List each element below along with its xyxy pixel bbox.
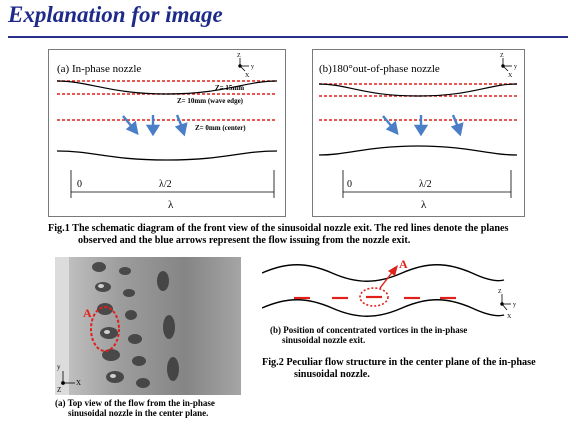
z0-label: Z= 0mm (center) — [195, 124, 246, 132]
out-of-phase-nozzle-diagram: (b)180°out-of-phase nozzle Z y X 0 λ/2 λ — [318, 53, 518, 211]
fig2a-caption-line1: (a) Top view of the flow from the in-pha… — [55, 398, 215, 408]
panel-b-label: (b)180°out-of-phase nozzle — [319, 63, 440, 75]
axis-x-label: X — [508, 73, 513, 79]
photo-axis-y: y — [57, 363, 61, 371]
marker-arrow-head — [388, 265, 398, 276]
nozzle-bottom-wave — [56, 150, 278, 161]
diagram-axis-z: Z — [498, 289, 502, 295]
nozzle-top-wave — [318, 83, 518, 97]
fig2b-caption-line1: (b) Position of concentrated vortices in… — [270, 325, 468, 335]
panel-a-label: (a) In-phase nozzle — [57, 63, 141, 75]
axis-z-label: Z — [237, 53, 241, 59]
diagram-axis-y: y — [513, 302, 516, 308]
vortex-highlight-circle — [359, 287, 389, 307]
nozzle-lower-wave — [262, 299, 505, 317]
in-phase-nozzle-diagram: (a) In-phase nozzle Z y X Z= 15mm Z= 10m… — [56, 53, 278, 211]
axes-icon — [501, 58, 512, 72]
axes-icon — [238, 58, 249, 72]
flow-photo-render: A y X Z — [55, 257, 241, 395]
vortex-highlight-circle — [90, 306, 120, 352]
fig2a-caption-line2: sinusoidal nozzle in the center plane. — [68, 408, 209, 418]
diagram-axis-x: X — [507, 314, 512, 320]
photo-marker-a: A — [83, 306, 92, 320]
nozzle-top-wave — [56, 80, 278, 95]
dim-half-label: λ/2 — [419, 179, 432, 190]
dim-zero-label: 0 — [77, 179, 82, 190]
flow-arrows — [122, 114, 188, 137]
diagram-marker-a: A — [399, 257, 408, 271]
flow-visualization-photo: A y X Z — [55, 257, 241, 395]
photo-axis-z: Z — [57, 386, 61, 394]
axis-z-label: Z — [500, 53, 504, 59]
panel-in-phase-nozzle: (a) In-phase nozzle Z y X Z= 15mm Z= 10m… — [48, 49, 286, 217]
fig2-caption-line1: Fig.2 Peculiar flow structure in the cen… — [262, 357, 536, 368]
nozzle-bottom-wave — [318, 145, 518, 156]
title-divider — [8, 36, 568, 38]
fig1-caption-line1: Fig.1 The schematic diagram of the front… — [48, 223, 509, 234]
vortex-dashes — [294, 295, 456, 300]
axis-y-label: y — [514, 64, 517, 70]
dim-zero-label: 0 — [347, 179, 352, 190]
axes-icon — [61, 371, 75, 385]
z15-label: Z= 15mm — [215, 84, 244, 92]
panel-out-of-phase-nozzle: (b)180°out-of-phase nozzle Z y X 0 λ/2 λ — [312, 49, 525, 217]
dim-full-label: λ — [421, 199, 427, 211]
axis-x-label: X — [245, 73, 250, 79]
dim-half-label: λ/2 — [159, 179, 172, 190]
axes-icon — [500, 294, 511, 311]
vortex-position-diagram: A Z y X — [262, 257, 516, 320]
axis-y-label: y — [251, 64, 254, 70]
fig2b-caption-line2: sinusoidal nozzle exit. — [282, 335, 366, 345]
flow-arrows — [382, 114, 464, 137]
z10-label: Z= 10mm (wave edge) — [177, 97, 244, 105]
fig1-caption-line2: observed and the blue arrows represent t… — [78, 235, 411, 246]
fig2-caption-line2: sinusoidal nozzle. — [294, 369, 370, 380]
nozzle-upper-wave — [262, 264, 505, 282]
photo-axis-x: X — [76, 379, 81, 387]
dim-full-label: λ — [168, 199, 174, 211]
page-title: Explanation for image — [8, 2, 223, 27]
